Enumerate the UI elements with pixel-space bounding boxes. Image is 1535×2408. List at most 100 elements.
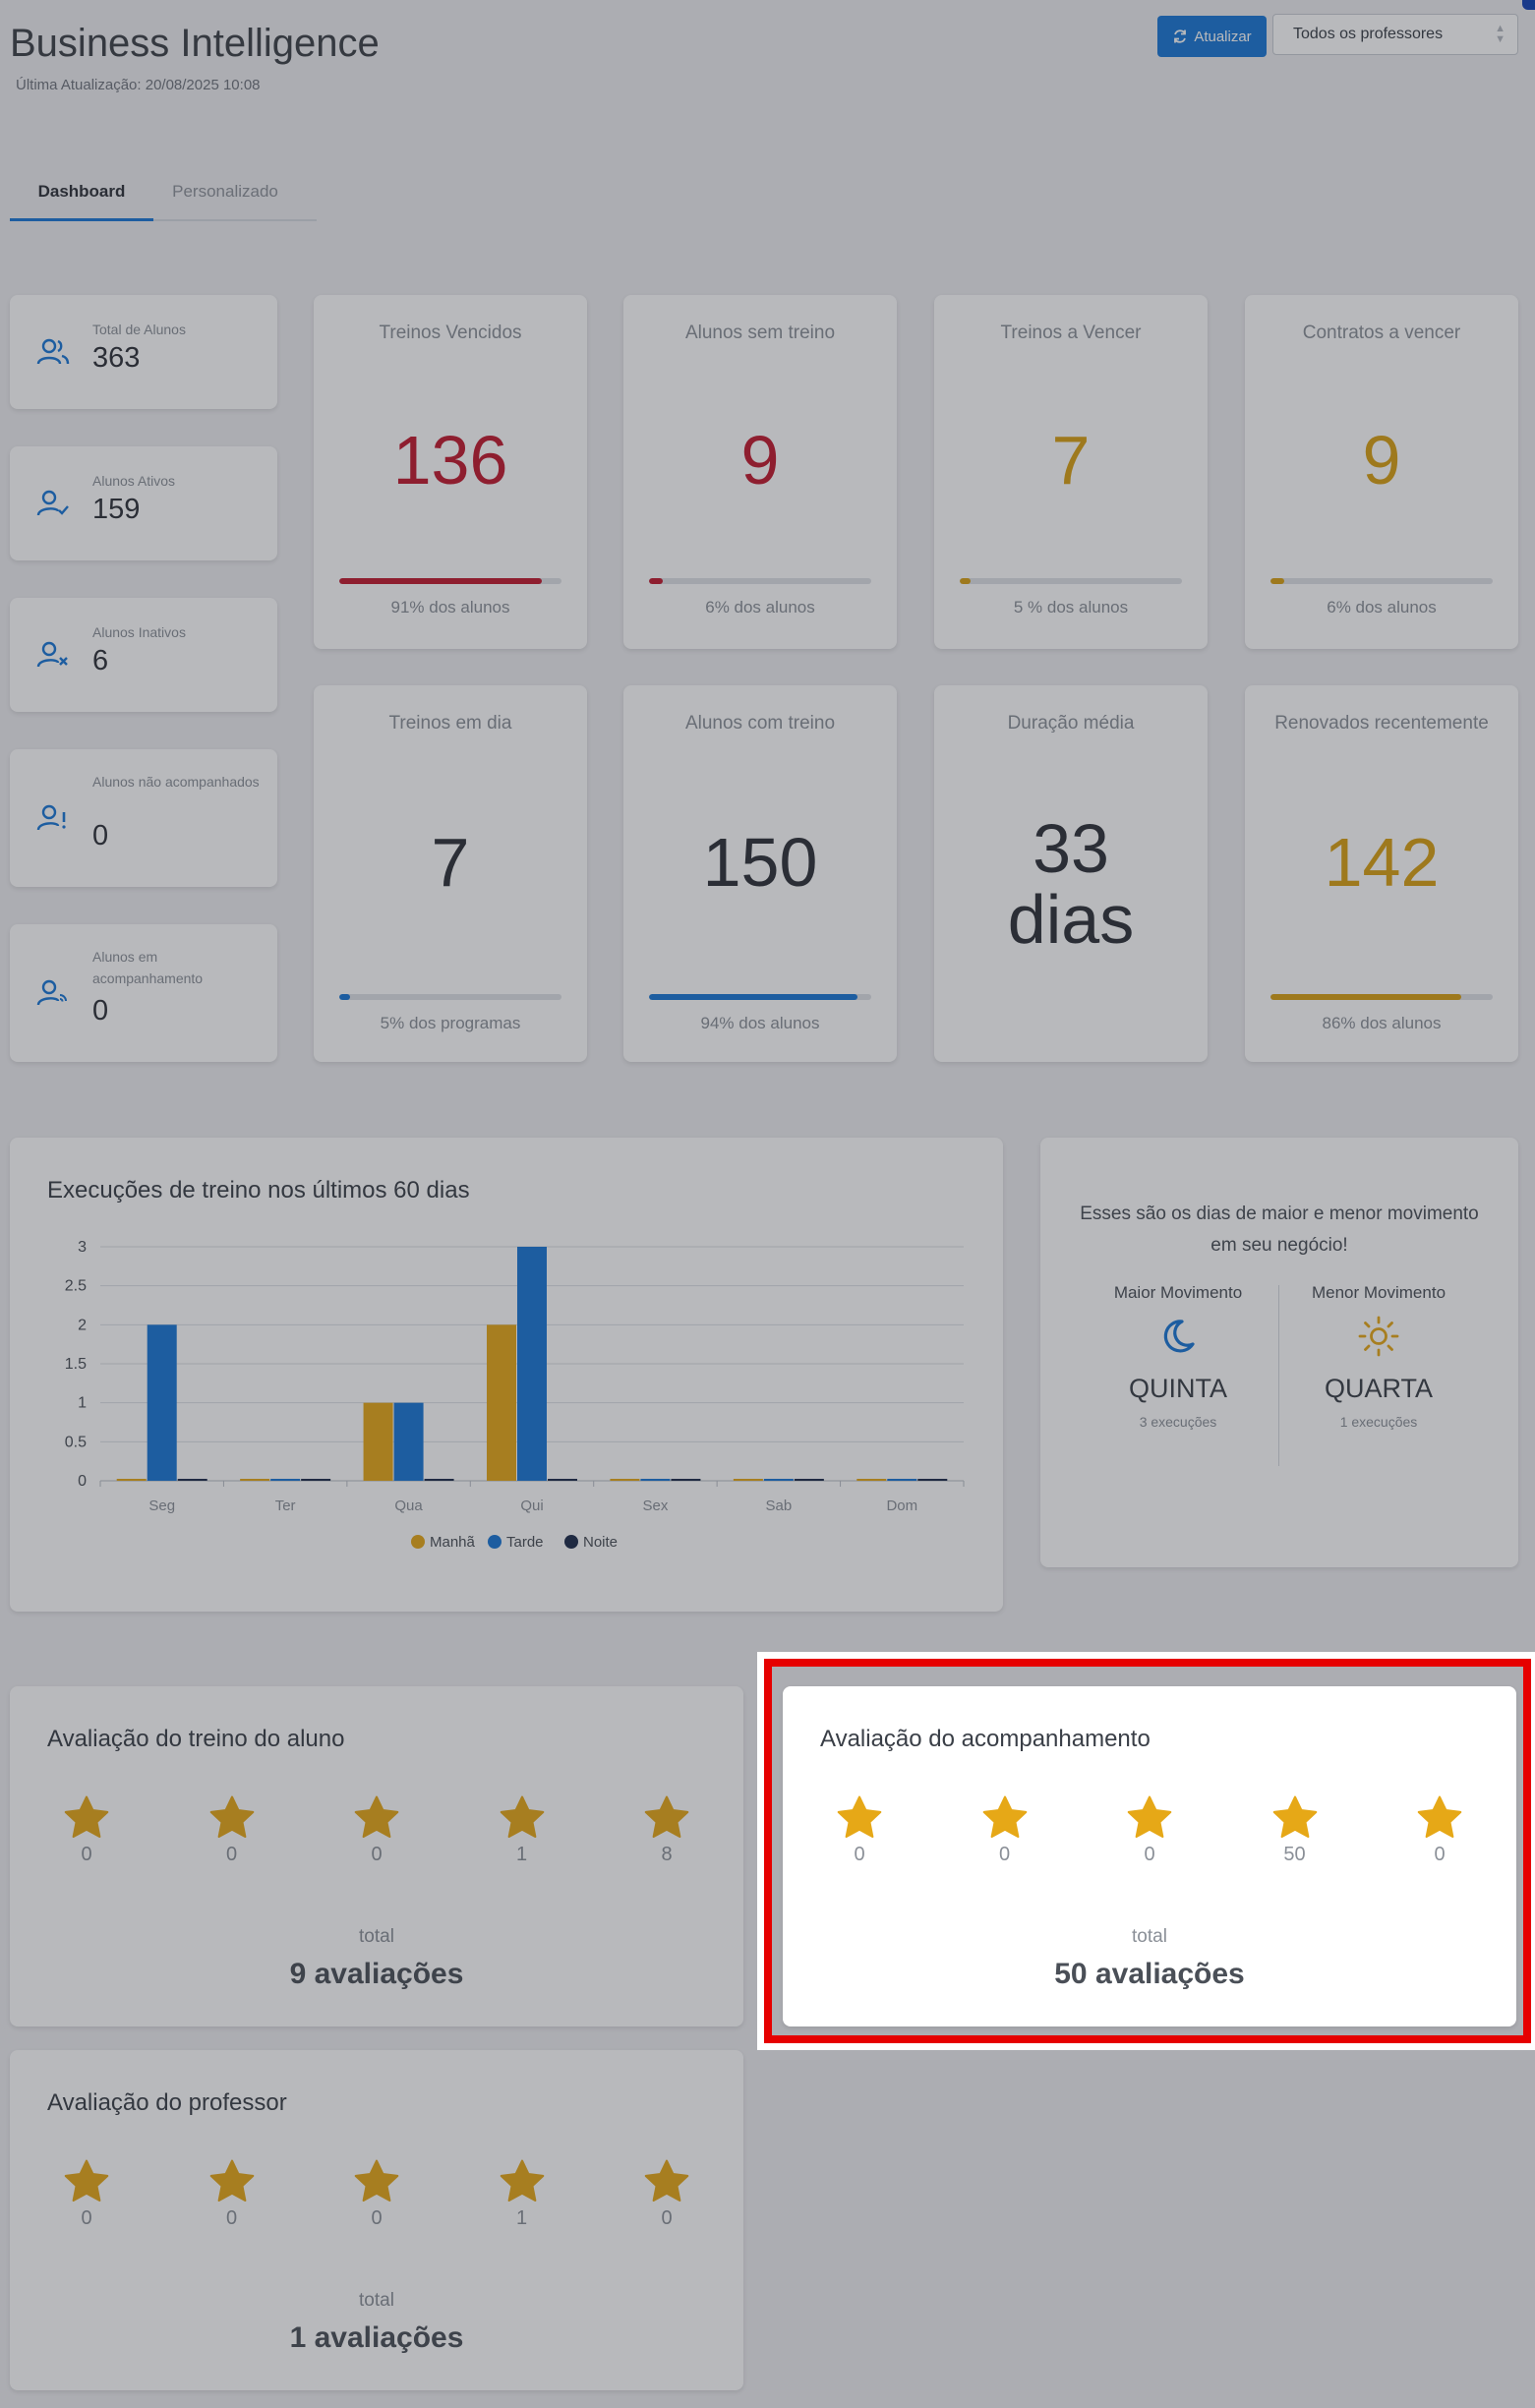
kpi-duracao-media[interactable]: Duração média 33 dias xyxy=(934,685,1208,1062)
kpi-alunos-com-treino[interactable]: Alunos com treino 150 94% dos alunos xyxy=(623,685,897,1062)
bar-manhã-qui xyxy=(487,1324,516,1481)
bar-noite-sex xyxy=(671,1479,701,1481)
kpi-value: 150 xyxy=(702,824,818,901)
kpi-value: 142 xyxy=(1324,824,1440,901)
refresh-icon xyxy=(1174,29,1187,43)
kpi-progress-fill xyxy=(1270,578,1284,584)
kpi-title: Alunos sem treino xyxy=(684,323,836,343)
bar-manhã-qua xyxy=(363,1402,393,1481)
legend-marker-tarde xyxy=(488,1535,502,1549)
kpi-footer: 94% dos alunos xyxy=(700,1014,820,1032)
chart-title: Execuções de treino nos últimos 60 dias xyxy=(47,1177,470,1204)
kpi-contratos-a-vencer[interactable]: Contratos a vencer 9 6% dos alunos xyxy=(1245,295,1518,649)
x-tick-label: Seg xyxy=(148,1498,175,1514)
user-check-icon xyxy=(36,490,69,516)
professor-select[interactable]: Todos os professores ▲ ▼ xyxy=(1272,14,1518,55)
bar-tarde-ter xyxy=(270,1479,301,1481)
min-movement-day: QUARTA xyxy=(1324,1374,1434,1403)
kpi-title: Alunos com treino xyxy=(684,713,836,734)
kpi-progress-bar xyxy=(960,578,1182,584)
last-update-text: Última Atualização: 20/08/2025 10:08 xyxy=(16,77,261,93)
summary-label: Alunos Inativos xyxy=(92,624,186,640)
star-count: 1 xyxy=(515,2207,528,2229)
summary-total-alunos[interactable]: Total de Alunos 363 xyxy=(10,295,277,409)
summary-alunos-ativos[interactable]: Alunos Ativos 159 xyxy=(10,446,277,560)
star-icon xyxy=(1127,1795,1172,1839)
executions-chart-card: Execuções de treino nos últimos 60 dias … xyxy=(10,1138,1003,1612)
max-movement-label: Maior Movimento xyxy=(1113,1283,1243,1302)
kpi-progress-fill xyxy=(649,994,858,1000)
kpi-renovados-recentemente[interactable]: Renovados recentemente 142 86% dos aluno… xyxy=(1245,685,1518,1062)
max-movement-executions: 3 execuções xyxy=(1139,1414,1217,1430)
y-tick-label: 0 xyxy=(78,1473,87,1490)
star-rating-2: 0 xyxy=(966,1794,1044,1866)
bar-noite-ter xyxy=(301,1479,331,1481)
star-icon xyxy=(209,2159,254,2202)
kpi-value: 136 xyxy=(392,422,508,499)
star-rating-5: 0 xyxy=(627,2158,706,2230)
kpi-progress-bar xyxy=(339,994,561,1000)
kpi-title: Treinos a Vencer xyxy=(1000,323,1142,343)
kpi-footer: 5% dos programas xyxy=(380,1014,521,1032)
bar-noite-seg xyxy=(177,1479,207,1481)
page-title: Business Intelligence xyxy=(10,22,380,65)
star-rating-4: 1 xyxy=(483,1794,561,1866)
kpi-treinos-vencidos[interactable]: Treinos Vencidos 136 91% dos alunos xyxy=(314,295,587,649)
user-signal-icon xyxy=(36,979,67,1006)
rating-total: 1 avaliações xyxy=(289,2321,464,2354)
bar-tarde-sex xyxy=(640,1479,671,1481)
bar-tarde-sab xyxy=(763,1479,794,1481)
star-rating-4: 1 xyxy=(483,2158,561,2230)
kpi-alunos-sem-treino[interactable]: Alunos sem treino 9 6% dos alunos xyxy=(623,295,897,649)
x-tick-label: Qui xyxy=(520,1498,543,1514)
star-count: 8 xyxy=(661,1844,673,1865)
star-count: 0 xyxy=(661,2207,673,2229)
x-tick-label: Sex xyxy=(642,1498,668,1514)
professor-select-value: Todos os professores xyxy=(1293,26,1444,42)
star-count: 0 xyxy=(371,2207,383,2229)
legend-label: Noite xyxy=(583,1534,618,1551)
user-alert-icon xyxy=(36,804,66,831)
kpi-progress-bar xyxy=(649,994,871,1000)
kpi-treinos-a-vencer[interactable]: Treinos a Vencer 7 5 % dos alunos xyxy=(934,295,1208,649)
summary-value: 6 xyxy=(92,645,109,676)
sun-icon xyxy=(1358,1316,1399,1357)
star-count: 0 xyxy=(854,1844,865,1865)
rating-total: 50 avaliações xyxy=(1054,1958,1245,1990)
star-count: 0 xyxy=(1434,1844,1446,1865)
x-tick-label: Qua xyxy=(394,1498,423,1514)
min-movement: Menor Movimento QUARTA 1 execuções xyxy=(1280,1283,1477,1430)
moon-icon xyxy=(1163,1320,1195,1353)
legend-label: Tarde xyxy=(506,1534,544,1551)
refresh-button[interactable]: Atualizar xyxy=(1157,16,1267,57)
bar-manhã-dom xyxy=(856,1479,887,1481)
movement-card: Esses são os dias de maior e menor movim… xyxy=(1040,1138,1518,1567)
select-arrows-icon: ▲ ▼ xyxy=(1495,23,1505,45)
summary-nao-acompanhados[interactable]: Alunos não acompanhados 0 xyxy=(10,749,277,887)
summary-em-acompanhamento[interactable]: Alunos em acompanhamento 0 xyxy=(10,924,277,1062)
star-icon xyxy=(644,2159,689,2202)
max-movement: Maior Movimento QUINTA 3 execuções xyxy=(1080,1283,1276,1430)
kpi-progress-fill xyxy=(1270,994,1462,1000)
summary-alunos-inativos[interactable]: Alunos Inativos 6 xyxy=(10,598,277,712)
y-tick-label: 2.5 xyxy=(65,1278,87,1295)
kpi-title: Duração média xyxy=(1007,713,1135,734)
max-movement-day: QUINTA xyxy=(1129,1374,1227,1403)
summary-label: Alunos Ativos xyxy=(92,473,176,489)
kpi-value-unit: dias xyxy=(1007,881,1135,958)
star-count: 0 xyxy=(225,2207,238,2229)
tab-dashboard[interactable]: Dashboard xyxy=(10,167,153,221)
star-icon xyxy=(354,2159,399,2202)
star-count: 0 xyxy=(998,1844,1011,1865)
bar-noite-dom xyxy=(917,1479,948,1481)
y-tick-label: 1.5 xyxy=(65,1356,87,1373)
kpi-progress-bar xyxy=(339,578,561,584)
bar-manhã-sex xyxy=(610,1479,640,1481)
y-tick-label: 2 xyxy=(78,1317,87,1333)
star-rating-5: 0 xyxy=(1400,1794,1479,1866)
bar-tarde-qua xyxy=(393,1402,424,1481)
star-rating-5: 8 xyxy=(627,1794,706,1866)
rating-title: Avaliação do acompanhamento xyxy=(820,1726,1151,1752)
tab-personalizado[interactable]: Personalizado xyxy=(172,182,278,201)
kpi-treinos-em-dia[interactable]: Treinos em dia 7 5% dos programas xyxy=(314,685,587,1062)
